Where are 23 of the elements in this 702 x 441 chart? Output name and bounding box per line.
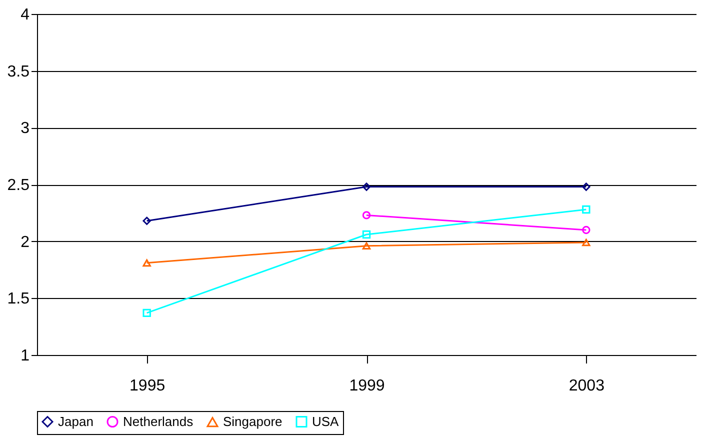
point	[142, 308, 151, 318]
legend-label: Singapore	[223, 414, 282, 430]
point	[142, 216, 151, 225]
y-tick-label: 4	[20, 6, 30, 24]
x-tick-label: 1999	[349, 378, 385, 394]
point	[142, 259, 151, 267]
legend-label: Japan	[58, 414, 94, 429]
point	[362, 230, 371, 239]
x-tick-label: 1995	[130, 378, 166, 394]
point	[582, 238, 590, 246]
legend-label: USA	[312, 414, 340, 429]
y-tick-label: 1	[20, 348, 30, 364]
legend-label: Netherlands	[123, 414, 194, 429]
y-tick-label: 2	[20, 234, 30, 251]
point	[582, 182, 590, 191]
y-tick-label: 3	[20, 120, 30, 138]
point	[582, 205, 590, 214]
point	[362, 242, 371, 250]
y-tick-label: 2.5	[7, 177, 30, 194]
y-tick-label: 1.5	[7, 290, 30, 308]
point	[362, 182, 371, 191]
y-tick-label: 3.5	[7, 63, 30, 80]
x-tick-label: 2003	[568, 378, 605, 394]
